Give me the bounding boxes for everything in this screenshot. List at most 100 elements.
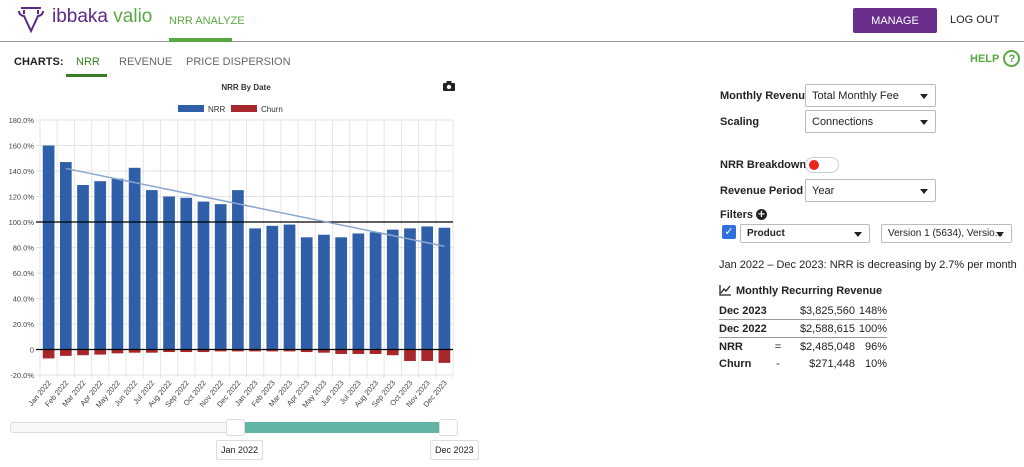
mrr-title: Monthly Recurring Revenue [736, 285, 883, 297]
slider-handle-end[interactable] [439, 419, 458, 436]
mrr-row-amount: $2,588,615 [799, 322, 855, 335]
monthly-revenue-select[interactable]: Total Monthly Fee [805, 84, 936, 107]
nrr-breakdown-toggle[interactable] [805, 157, 839, 173]
churn-bar [128, 349, 141, 353]
tab-active-indicator [66, 74, 107, 77]
scaling-value: Connections [812, 116, 874, 128]
logout-button[interactable]: LOG OUT [950, 14, 1000, 26]
mrr-row-amount: $3,825,560 [799, 304, 855, 317]
legend-label-churn: Churn [261, 105, 283, 114]
churn-bar [386, 349, 399, 356]
chevron-down-icon [996, 232, 1004, 237]
chevron-down-icon [854, 232, 862, 237]
churn-bar [404, 349, 416, 361]
nrr-bar [163, 196, 175, 350]
mrr-row-label: Dec 2023 [719, 304, 767, 317]
nrr-bar [180, 197, 193, 350]
filter-field-select[interactable]: Product [740, 224, 870, 243]
nrr-bar [42, 145, 55, 350]
y-tick-label: 100.0% [9, 218, 35, 227]
nrr-bar [404, 228, 416, 350]
revenue-period-select[interactable]: Year [805, 179, 936, 202]
nrr-bar [197, 201, 210, 350]
nrr-bar [352, 233, 365, 350]
nrr-bar [128, 167, 141, 350]
nrr-breakdown-label: NRR Breakdown [720, 159, 807, 171]
legend-swatch-churn [231, 105, 257, 112]
chevron-down-icon [920, 94, 928, 99]
churn-bar [369, 349, 382, 354]
filter-checkbox[interactable]: ✓ [722, 225, 736, 239]
churn-bar [146, 349, 158, 353]
revenue-period-label: Revenue Period [720, 185, 804, 197]
camera-icon[interactable] [443, 81, 455, 91]
nrr-bar [300, 237, 313, 350]
churn-bar [94, 349, 107, 355]
mrr-row: Dec 2022 $2,588,615 100% [719, 320, 887, 338]
chevron-down-icon [920, 189, 928, 194]
churn-bar [214, 349, 227, 352]
nrr-bar [386, 229, 399, 350]
scaling-label: Scaling [720, 116, 760, 128]
nrr-bar [283, 224, 296, 350]
slider-handle-start[interactable] [226, 419, 245, 436]
nrr-bar [214, 204, 227, 350]
y-tick-label: 60.0% [13, 269, 35, 278]
help-button[interactable]: HELP? [970, 50, 1021, 67]
nrr-bar [232, 190, 244, 350]
help-icon: ? [1003, 50, 1021, 67]
tab-price-dispersion[interactable]: PRICE DISPERSION [186, 56, 291, 68]
logo-icon [18, 7, 44, 34]
brand-logo[interactable]: ibbaka valio [52, 6, 152, 28]
mrr-row-op: - [776, 358, 780, 370]
nrr-chart: NRR By Date NRR Churn -20.0% 0 20.0% 40.0% 60.0… [9, 83, 454, 410]
churn-bar [77, 349, 89, 356]
top-header: ibbaka valio NRR ANALYZE MANAGE LOG OUT [0, 0, 1024, 42]
churn-bar [197, 349, 210, 353]
churn-bar [352, 349, 365, 354]
tab-nrr[interactable]: NRR [76, 56, 100, 68]
filter-values-value: Version 1 (5634), Versio... [888, 228, 1004, 239]
help-label: HELP [970, 52, 1000, 65]
monthly-revenue-label: Monthly Revenue [720, 90, 812, 102]
add-filter-icon[interactable]: + [756, 209, 767, 220]
churn-bar [438, 349, 451, 363]
churn-bar [180, 349, 193, 353]
y-tick-label: 40.0% [13, 295, 35, 304]
nrr-bar [421, 226, 434, 350]
mrr-row-op: = [774, 341, 782, 353]
churn-bar [59, 349, 72, 356]
nav-nrr-analyze[interactable]: NRR ANALYZE [169, 15, 245, 27]
mrr-row-label: Churn [719, 358, 752, 370]
nrr-bar [111, 178, 124, 350]
chart-title: NRR By Date [221, 83, 271, 92]
nrr-bar [369, 232, 382, 350]
nrr-bar [94, 181, 107, 350]
nrr-bar [77, 185, 89, 350]
filter-values-select[interactable]: Version 1 (5634), Versio... [881, 224, 1012, 243]
line-chart-icon [719, 285, 731, 296]
nrr-bar [318, 234, 330, 350]
nrr-summary: Jan 2022 – Dec 2023: NRR is decreasing b… [719, 259, 1017, 271]
filters-label: Filters [720, 209, 754, 221]
y-tick-label: 0 [30, 346, 34, 355]
churn-bar [111, 349, 124, 354]
scaling-select[interactable]: Connections [805, 110, 936, 133]
mrr-row-pct: 10% [864, 358, 887, 370]
y-tick-label: 140.0% [9, 167, 35, 176]
chevron-down-icon [920, 120, 928, 125]
churn-bar [318, 349, 330, 353]
y-tick-label: 20.0% [13, 320, 35, 329]
mrr-row-label: NRR [719, 341, 743, 353]
mrr-row-label: Dec 2022 [719, 322, 767, 335]
y-tick-label: 160.0% [9, 142, 35, 151]
nrr-bar [146, 190, 158, 350]
monthly-revenue-value: Total Monthly Fee [812, 90, 899, 102]
churn-bar [283, 349, 296, 352]
churn-bar [42, 349, 55, 359]
mrr-row: Dec 2023 $3,825,560 148% [719, 302, 887, 320]
nrr-bar [438, 227, 451, 350]
manage-button[interactable]: MANAGE [853, 8, 937, 33]
tab-revenue[interactable]: REVENUE [119, 56, 173, 68]
revenue-period-value: Year [812, 185, 835, 197]
